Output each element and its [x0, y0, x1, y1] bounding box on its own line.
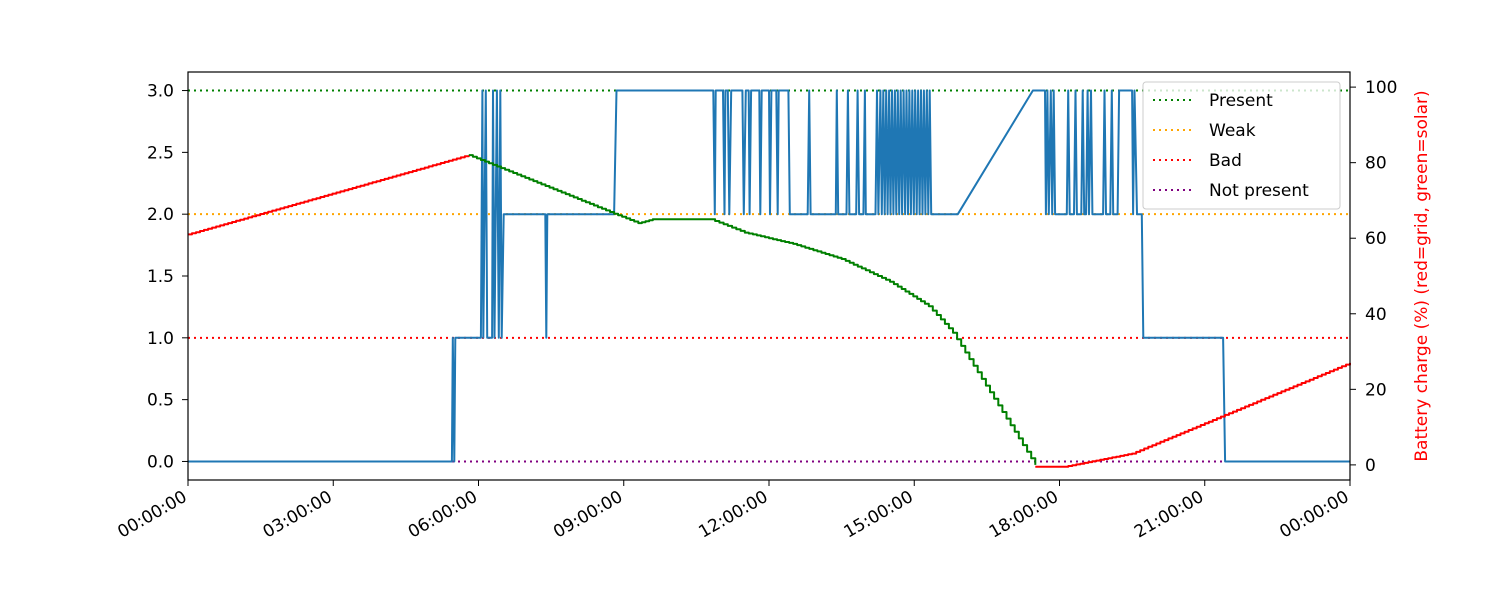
series-line-2 — [468, 154, 1037, 465]
legend: Present Weak Bad Not present — [1142, 81, 1341, 210]
legend-label-2: Bad — [1209, 151, 1242, 171]
series-line-1 — [188, 155, 470, 236]
legend-label-0: Present — [1209, 91, 1273, 111]
y-right-tick-label: 40 — [1365, 305, 1387, 325]
y-left-tick-label: 0.0 — [147, 452, 174, 472]
y-axis-right-label: Battery charge (%) (red=grid, green=sola… — [1412, 90, 1432, 461]
plot-lines — [188, 89, 1351, 468]
y-left-tick-label: 2.5 — [147, 143, 174, 163]
legend-label-1: Weak — [1209, 121, 1256, 141]
legend-label-3: Not present — [1209, 181, 1309, 201]
y-right-tick-label: 80 — [1365, 154, 1387, 174]
y-axis-right: 0 20 40 60 80 100 — [1350, 78, 1397, 476]
y-left-tick-label: 1.0 — [147, 329, 174, 349]
y-left-tick-label: 0.5 — [147, 391, 174, 411]
legend-box — [1142, 81, 1341, 210]
series-line-3 — [1035, 362, 1351, 468]
y-right-tick-label: 100 — [1365, 78, 1397, 98]
y-left-tick-label: 2.0 — [147, 205, 174, 225]
y-right-tick-label: 20 — [1365, 380, 1387, 400]
y-right-tick-label: 60 — [1365, 229, 1387, 249]
y-left-tick-label: 1.5 — [147, 267, 174, 287]
series-line-0 — [188, 89, 1350, 463]
y-right-tick-label: 0 — [1365, 456, 1376, 476]
y-left-tick-label: 3.0 — [147, 82, 174, 102]
y-axis-left: 0.0 0.5 1.0 1.5 2.0 2.5 3.0 — [147, 82, 188, 472]
